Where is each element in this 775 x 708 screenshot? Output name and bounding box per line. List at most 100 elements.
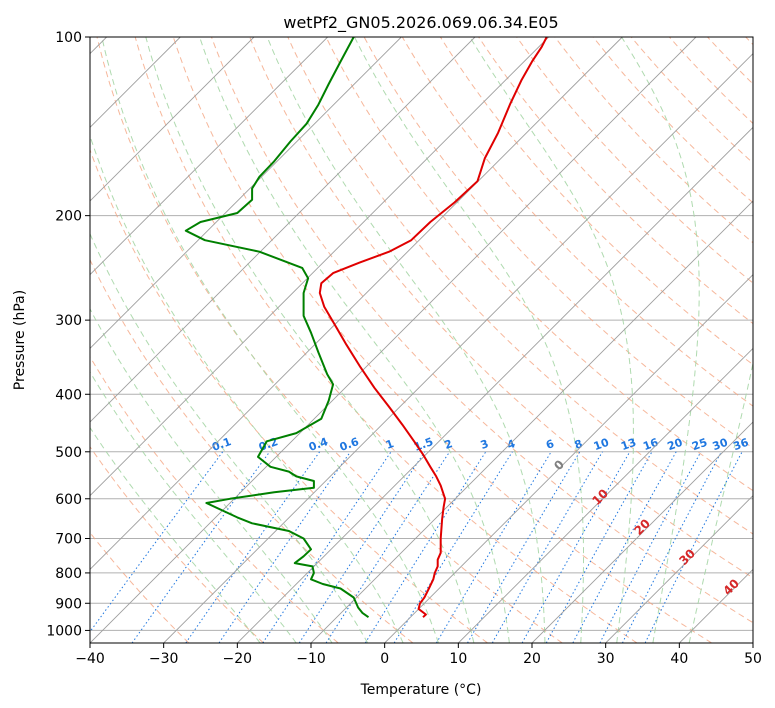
isotherm-line xyxy=(237,126,753,643)
mixing-ratio-line xyxy=(298,451,426,643)
x-tick-label: −40 xyxy=(75,651,105,667)
isotherm-line xyxy=(531,421,753,643)
mixing-ratio-label: 36 xyxy=(732,436,751,454)
warm-isotherm-label: 40 xyxy=(720,576,742,598)
dry-adiabat-line xyxy=(249,37,753,579)
moist-adiabat-line xyxy=(90,371,297,643)
mixing-ratio-line xyxy=(325,451,451,643)
mixing-ratio-line xyxy=(185,451,321,643)
mixing-ratio-label: 1.5 xyxy=(412,435,435,454)
mixing-ratio-label: 3 xyxy=(479,437,491,452)
x-axis-label: Temperature (°C) xyxy=(360,682,482,698)
moist-adiabat-line xyxy=(90,307,333,643)
x-tick-label: −10 xyxy=(296,651,326,667)
dry-adiabat-line xyxy=(90,355,339,643)
x-tick-label: −20 xyxy=(223,651,253,667)
x-tick-label: 30 xyxy=(597,651,615,667)
isotherm-line xyxy=(90,37,328,276)
chart-title: wetPf2_GN05.2026.069.06.34.E05 xyxy=(283,13,558,33)
isotherm-line xyxy=(752,642,753,643)
moist-adiabat-line xyxy=(354,37,584,643)
moist-adiabat-line xyxy=(621,37,700,643)
x-tick-label: −30 xyxy=(149,651,179,667)
mixing-ratio-line xyxy=(572,451,677,643)
mixing-ratio-label: 8 xyxy=(573,437,585,452)
mixing-ratio-lines: 0.1 0.2 0.4 0.6 1 1.5 2 3 4 6 8 10 13 16 20 25 30 36 xyxy=(90,435,751,643)
dry-adiabat-line xyxy=(172,37,712,643)
isotherm-line xyxy=(310,200,753,643)
isotherm-line xyxy=(90,37,255,202)
mixing-ratio-label: 0.4 xyxy=(307,435,330,454)
dry-adiabat-line xyxy=(439,37,753,366)
mixing-ratio-line xyxy=(435,451,552,643)
mixing-ratio-label: 16 xyxy=(641,436,660,454)
mixing-ratio-label: 13 xyxy=(619,436,638,453)
moist-adiabat-line xyxy=(90,134,404,643)
mixing-ratio-label: 10 xyxy=(592,436,611,454)
moist-adiabat-line xyxy=(469,37,634,643)
y-tick-label: 700 xyxy=(55,532,82,548)
mixing-ratio-line xyxy=(218,451,351,643)
mixing-ratio-label: 4 xyxy=(505,437,517,452)
y-tick-label: 800 xyxy=(55,566,82,582)
mixing-ratio-line xyxy=(521,451,631,643)
dry-adiabat-line xyxy=(707,37,753,85)
isotherm-line xyxy=(90,37,623,570)
y-tick-label: 400 xyxy=(55,387,82,403)
mixing-ratio-line xyxy=(131,451,271,643)
grid-layer xyxy=(90,37,753,631)
mixing-ratio-label: 30 xyxy=(711,436,730,454)
y-tick-label: 600 xyxy=(55,492,82,508)
dry-adiabat-line xyxy=(554,37,753,244)
y-tick-label: 300 xyxy=(55,313,82,329)
y-tick-label: 900 xyxy=(55,596,82,612)
plot-frame xyxy=(89,36,754,644)
mixing-ratio-label: 6 xyxy=(544,437,556,452)
x-tick-label: 10 xyxy=(449,651,467,667)
dry-adiabat-line xyxy=(287,37,753,535)
mixing-ratio-line xyxy=(545,451,653,643)
isotherm-line xyxy=(458,347,753,643)
moist-adiabat-line xyxy=(101,37,439,643)
moist-adiabat-line xyxy=(688,361,753,643)
y-tick-label: 1000 xyxy=(46,623,82,639)
warm-isotherm-label: 10 xyxy=(589,486,611,508)
moist-adiabat-line xyxy=(145,37,475,643)
x-tick-label: 40 xyxy=(670,651,688,667)
dewpoint-profile xyxy=(184,37,370,619)
dry-adiabat-line xyxy=(96,37,563,643)
isotherm-line xyxy=(163,53,753,643)
sounding-profiles xyxy=(184,37,548,619)
isotherm-line xyxy=(90,37,697,643)
mixing-ratio-line xyxy=(364,451,487,643)
isotherm-line xyxy=(90,37,402,349)
mixing-ratio-label: 2 xyxy=(443,437,455,452)
dry-adiabat-line xyxy=(90,531,190,643)
dry-adiabat-line xyxy=(325,37,753,492)
dry-adiabat-line xyxy=(90,445,264,643)
moist-adiabat-line xyxy=(266,37,546,643)
y-tick-label: 500 xyxy=(55,445,82,461)
isotherm-line xyxy=(384,274,753,643)
mixing-ratio-line xyxy=(262,451,392,643)
x-tick-label: 20 xyxy=(523,651,541,667)
zero-label: 0 xyxy=(551,457,567,473)
skewed-isotherms xyxy=(90,37,753,643)
dry-adiabat-line xyxy=(90,258,414,643)
y-tick-label: 200 xyxy=(55,209,82,225)
moist-adiabat-line xyxy=(90,232,369,643)
x-tick-label: 50 xyxy=(744,651,762,667)
dry-adiabat-line xyxy=(90,148,488,643)
mixing-ratio-label: 1 xyxy=(384,437,396,452)
x-tick-label: 0 xyxy=(380,651,389,667)
isotherm-line xyxy=(605,495,753,643)
y-tick-label: 100 xyxy=(55,30,82,46)
y-axis-label: Pressure (hPa) xyxy=(12,290,28,390)
mixing-ratio-label: 0.1 xyxy=(210,435,233,454)
isotherm-line xyxy=(90,37,476,423)
mixing-ratio-label: 0.6 xyxy=(338,435,361,454)
moist-adiabats xyxy=(90,37,753,643)
mixing-ratio-line xyxy=(599,451,702,643)
